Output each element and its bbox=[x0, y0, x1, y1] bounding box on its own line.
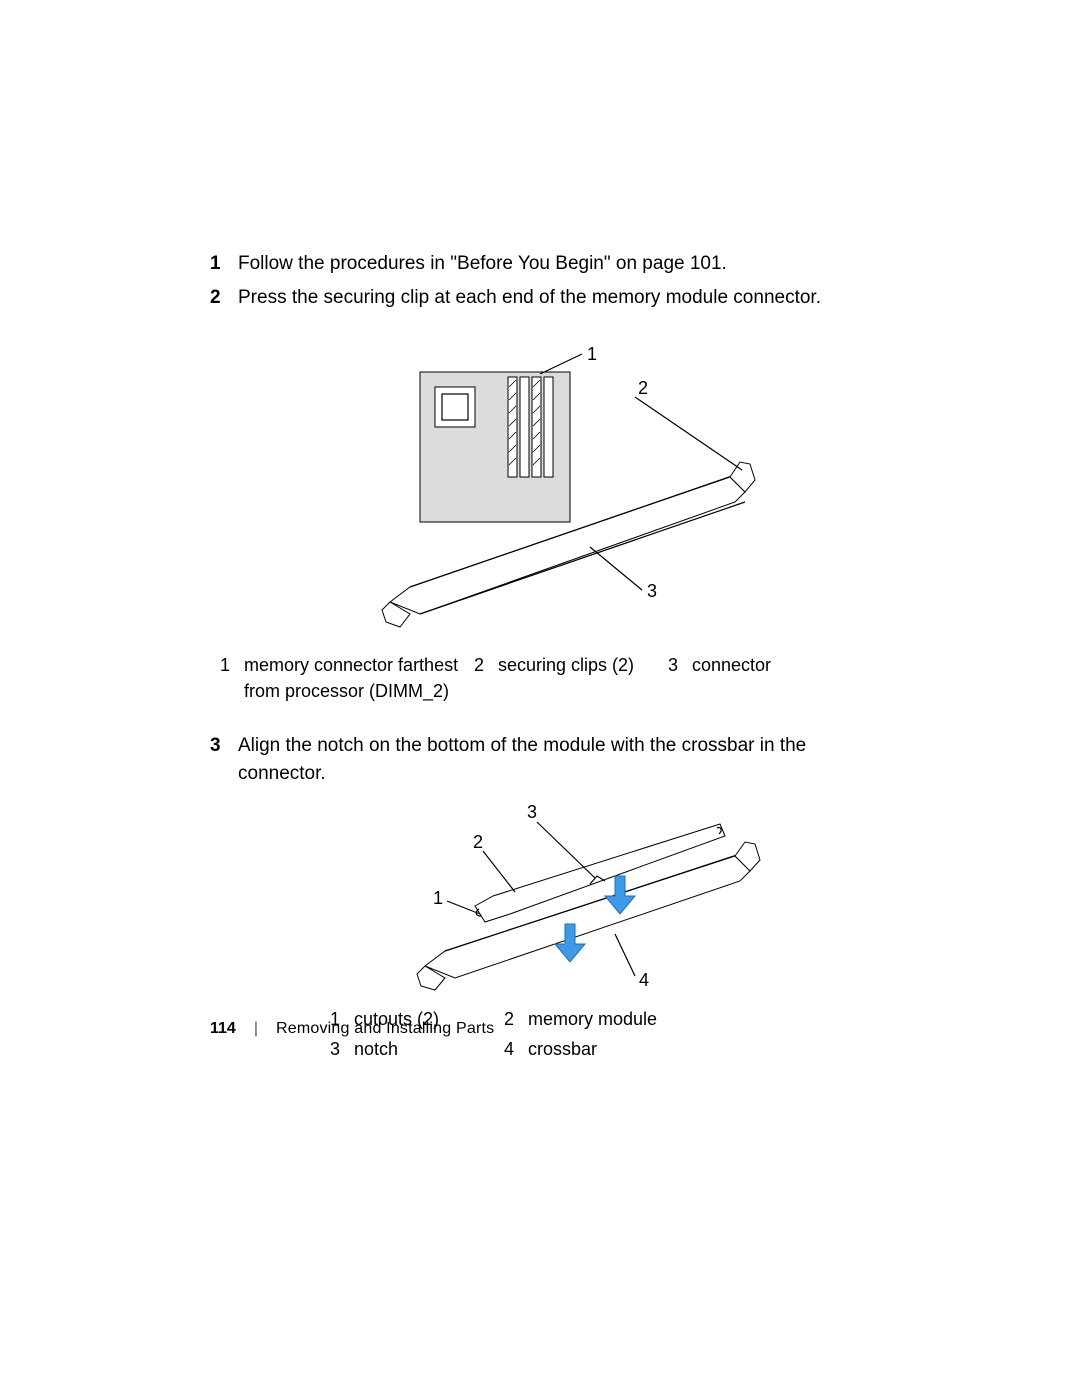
legend-num: 2 bbox=[504, 1006, 528, 1032]
legend-num: 1 bbox=[220, 652, 244, 678]
legend-label: notch bbox=[354, 1036, 504, 1062]
page-number: 114 bbox=[210, 1020, 236, 1038]
diagram-1-legend: 1 memory connector farthest 2 securing c… bbox=[220, 652, 890, 704]
legend-label: connector bbox=[692, 652, 771, 678]
diagram-2: 1 2 3 4 bbox=[210, 796, 890, 996]
step-2: 2 Press the securing clip at each end of… bbox=[210, 284, 890, 312]
step-1: 1 Follow the procedures in "Before You B… bbox=[210, 250, 890, 278]
diagram-1: 1 2 3 bbox=[210, 342, 890, 642]
callout-1: 1 bbox=[587, 344, 597, 364]
callout-3: 3 bbox=[527, 802, 537, 822]
legend-label: memory module bbox=[528, 1006, 657, 1032]
step-text: Align the notch on the bottom of the mod… bbox=[238, 732, 890, 788]
legend-num: 2 bbox=[474, 652, 498, 678]
legend-label: memory connector farthest bbox=[244, 652, 474, 678]
section-title: Removing and Installing Parts bbox=[276, 1020, 494, 1038]
footer-separator: | bbox=[254, 1020, 258, 1038]
step-text: Follow the procedures in "Before You Beg… bbox=[238, 250, 890, 278]
step-number: 3 bbox=[210, 732, 238, 788]
step-number: 2 bbox=[210, 284, 238, 312]
callout-4: 4 bbox=[639, 970, 649, 990]
callout-3: 3 bbox=[647, 581, 657, 601]
step-number: 1 bbox=[210, 250, 238, 278]
callout-2: 2 bbox=[638, 378, 648, 398]
legend-num: 4 bbox=[504, 1036, 528, 1062]
step-text: Press the securing clip at each end of t… bbox=[238, 284, 890, 312]
callout-1: 1 bbox=[433, 888, 443, 908]
legend-label: crossbar bbox=[528, 1036, 597, 1062]
legend-num: 3 bbox=[668, 652, 692, 678]
legend-num: 3 bbox=[330, 1036, 354, 1062]
legend-label-line2: from processor (DIMM_2) bbox=[244, 678, 449, 704]
page-footer: 114 | Removing and Installing Parts bbox=[210, 1020, 494, 1038]
callout-2: 2 bbox=[473, 832, 483, 852]
legend-label: securing clips (2) bbox=[498, 652, 668, 678]
step-3: 3 Align the notch on the bottom of the m… bbox=[210, 732, 890, 788]
